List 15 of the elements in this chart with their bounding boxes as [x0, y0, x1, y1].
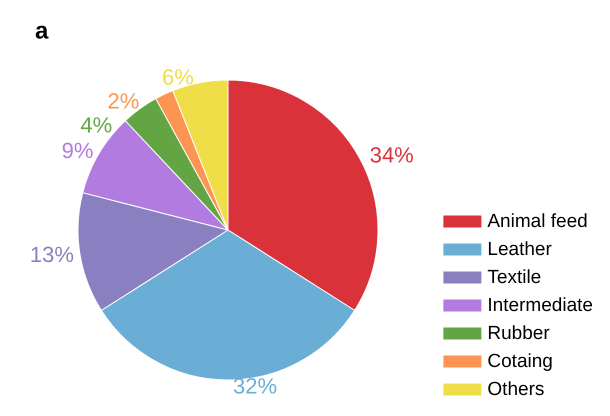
chart-title: a	[35, 18, 49, 44]
legend-label: Animal feed	[487, 211, 588, 232]
legend-label: Rubber	[487, 323, 550, 344]
data-label: 9%	[62, 138, 94, 164]
data-label: 13%	[30, 242, 74, 267]
legend-label: Intermediate	[487, 295, 594, 316]
data-label: 6%	[162, 64, 194, 90]
legend-label: Others	[487, 379, 544, 400]
legend-label: Cotaing	[487, 351, 553, 372]
data-label: 32%	[233, 374, 278, 398]
legend-label: Leather	[487, 239, 552, 260]
data-label: 34%	[370, 142, 414, 168]
legend-label: Textile	[487, 267, 542, 288]
data-label: 2%	[108, 88, 140, 114]
data-label: 4%	[80, 112, 112, 138]
